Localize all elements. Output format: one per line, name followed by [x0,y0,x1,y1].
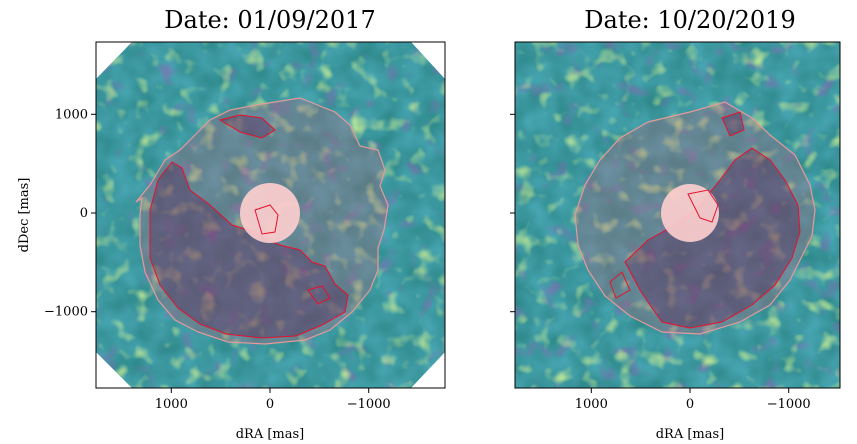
panel-1-xlabel: dRA [mas] [236,427,305,442]
panel-1-inner-contour-small2 [307,285,331,305]
x-tick-label: 0 [266,397,274,412]
panel-1-ticks: 1000 0 −1000 1000 0 −1000 [44,107,391,412]
x-tick-label: 1000 [155,397,188,412]
panel-1-inner-contour [149,161,349,339]
panel-1-inner-contour-small [218,114,276,139]
panel-2-axes-frame [514,41,841,389]
x-tick-label: −1000 [347,397,391,412]
panel-2-masked-region [661,184,719,242]
panel-2-title: Date: 10/20/2019 [584,6,795,34]
panel-1: Date: 01/09/2017 1000 0 −1000 1000 0 −1000 dR… [17,6,446,442]
y-tick-label: 0 [80,206,88,221]
x-tick-label: 0 [686,397,694,412]
panel-2-inner-contour-small [721,111,745,137]
panel-2-xlabel: dRA [mas] [656,427,725,442]
x-tick-label: 1000 [575,397,608,412]
panel-2: Date: 10/20/2019 1000 0 −1000 dRA [mas] [510,6,841,442]
y-tick-label: 1000 [55,107,88,122]
panel-1-ylabel: dDec [mas] [17,178,32,253]
panel-1-title: Date: 01/09/2017 [164,6,375,34]
panel-2-ticks: 1000 0 −1000 [510,113,811,412]
panel-2-inner-contour-small2 [609,271,631,299]
panel-1-masked-region [240,183,300,243]
y-tick-label: −1000 [44,305,88,320]
x-tick-label: −1000 [767,397,811,412]
